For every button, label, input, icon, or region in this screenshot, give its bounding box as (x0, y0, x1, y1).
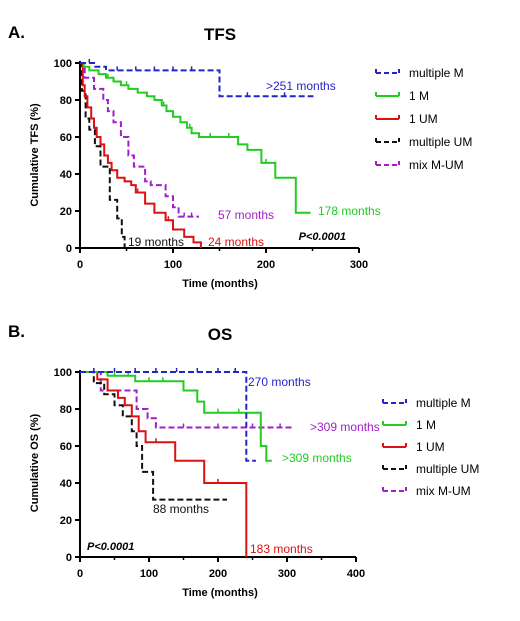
series-line-one-UM (80, 62, 202, 248)
legend-label-multiple-um: multiple UM (416, 462, 479, 476)
panel-b-xtick: 200 (209, 568, 227, 580)
panel-a-ytick: 100 (54, 58, 72, 70)
panel-a-ytick: 20 (60, 206, 72, 218)
panel-b-ytick: 80 (60, 404, 72, 416)
series-line-one-UM (80, 371, 248, 557)
panel-b-ytick: 20 (60, 515, 72, 527)
panel-a-title: TFS (204, 25, 236, 44)
panel-a-p-value: P<0.0001 (299, 231, 346, 243)
panel-b-annotation-multiple-m: 270 months (248, 375, 311, 389)
panel-b-xtick: 0 (77, 568, 83, 580)
panel-b-annotation-multiple-um: 88 months (153, 502, 209, 516)
panel-a-plot-area (75, 59, 360, 253)
series-line-multiple-M (80, 62, 314, 98)
panel-a-ytick: 40 (60, 169, 72, 181)
legend-label-mix-m-um: mix M-UM (409, 158, 464, 172)
legend-label-mix-m-um: mix M-UM (416, 484, 471, 498)
panel-b-annotation-1-um: 183 months (250, 542, 313, 556)
panel-a-xtick: 0 (77, 259, 83, 271)
panel-b-os: B. OS Cumulative OS (%) Time (months) 0 … (8, 322, 479, 599)
panel-a-xtick: 200 (257, 259, 275, 271)
panel-b-ytick: 0 (66, 552, 72, 564)
panel-a-annotation-multiple-um: 19 months (128, 235, 184, 249)
panel-a-xtick: 300 (350, 259, 368, 271)
panel-b-x-axis-label: Time (months) (182, 587, 258, 599)
panel-a-letter: A. (8, 23, 25, 42)
legend-label-1-um: 1 UM (409, 112, 438, 126)
panel-a-annotation-1-um: 24 months (208, 235, 264, 249)
legend-label-multiple-um: multiple UM (409, 135, 472, 149)
panel-b-xtick: 300 (278, 568, 296, 580)
panel-a-ytick: 0 (66, 243, 72, 255)
panel-a-annotation-1-m: 178 months (318, 204, 381, 218)
panel-b-letter: B. (8, 322, 25, 341)
panel-b-title: OS (208, 325, 233, 344)
legend-label-1-um: 1 UM (416, 440, 445, 454)
series-line-mix-M-UM (80, 371, 294, 429)
legend-label-multiple-m: multiple M (409, 66, 464, 80)
series-line-multiple-UM (80, 371, 227, 501)
series-line-multiple-UM (80, 62, 126, 248)
panel-b-xtick: 400 (347, 568, 365, 580)
panel-a-tfs: A. TFS Cumulative TFS (%) Time (months) … (8, 23, 472, 290)
panel-a-legend: multiple M 1 M 1 UM multiple UM mix M-UM (375, 66, 472, 172)
panel-b-plot-area (75, 368, 357, 562)
panel-a-ytick: 80 (60, 95, 72, 107)
series-line-one-M (80, 371, 272, 462)
panel-b-legend: multiple M 1 M 1 UM multiple UM mix M-UM (382, 396, 479, 498)
panel-a-annotation-multiple-m: >251 months (266, 79, 336, 93)
panel-b-ytick: 100 (54, 367, 72, 379)
legend-label-multiple-m: multiple M (416, 396, 471, 410)
panel-b-p-value: P<0.0001 (87, 541, 134, 553)
panel-b-annotation-1-m: >309 months (282, 451, 352, 465)
panel-b-y-axis-label: Cumulative OS (%) (29, 413, 41, 512)
series-line-multiple-M (80, 371, 256, 462)
panel-b-ytick: 60 (60, 441, 72, 453)
legend-label-1-m: 1 M (409, 89, 429, 103)
panel-a-annotation-mix-m-um: 57 months (218, 208, 274, 222)
panel-b-annotation-mix-m-um: >309 months (310, 420, 380, 434)
legend-label-1-m: 1 M (416, 418, 436, 432)
series-line-mix-M-UM (80, 62, 199, 218)
panel-a-ytick: 60 (60, 132, 72, 144)
panel-b-ytick: 40 (60, 478, 72, 490)
panel-a-y-axis-label: Cumulative TFS (%) (29, 103, 41, 207)
panel-a-x-axis-label: Time (months) (182, 278, 258, 290)
panel-a-xtick: 100 (164, 259, 182, 271)
panel-b-xtick: 100 (140, 568, 158, 580)
